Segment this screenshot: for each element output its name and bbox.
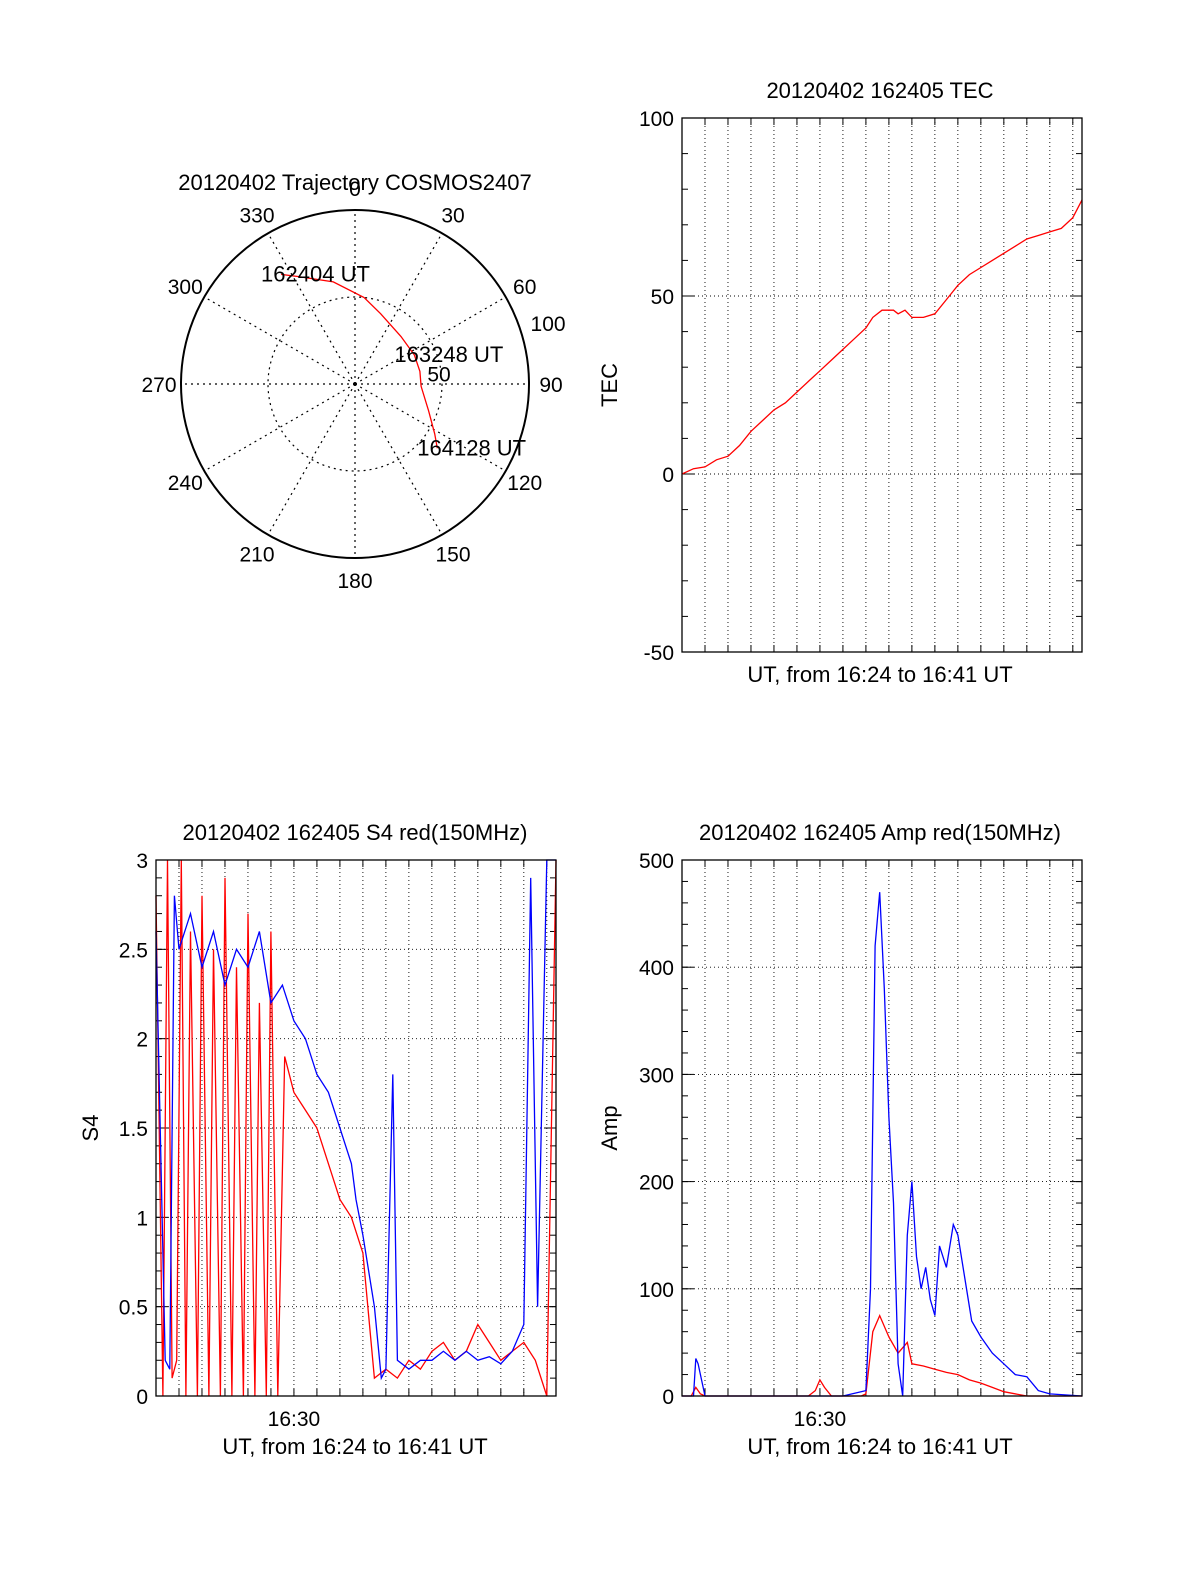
polar-angle-label: 240	[168, 472, 203, 495]
s4-x-label: UT, from 16:24 to 16:41 UT	[222, 1434, 487, 1459]
plot-frame	[155, 859, 557, 1397]
polar-spoke	[204, 383, 356, 472]
polar-trajectory-line	[281, 273, 438, 449]
x-tick-label: 16:30	[268, 1408, 321, 1431]
polar-radius-labels: 50 100	[427, 313, 565, 387]
tec-panel: 20120402 162405 TEC -50 0 50 100 UT, from 1…	[597, 78, 1083, 687]
x-tick-label: 16:30	[794, 1408, 847, 1431]
series-line	[155, 859, 556, 1381]
y-tick-label: 2	[136, 1029, 148, 1052]
polar-angle-label: 300	[168, 276, 203, 299]
polar-spoke	[354, 383, 443, 535]
y-tick-label: 2.5	[119, 939, 148, 962]
series-line	[681, 199, 1083, 475]
polar-angle-label: 0	[349, 178, 361, 201]
tec-x-label: UT, from 16:24 to 16:41 UT	[747, 662, 1012, 687]
y-tick-label: 100	[639, 108, 674, 131]
s4-title: 20120402 162405 S4 red(150MHz)	[183, 820, 528, 845]
polar-annotation: 162404 UT	[261, 261, 370, 286]
y-tick-label: 0.5	[119, 1297, 148, 1320]
polar-annotation: 163248 UT	[394, 342, 503, 367]
y-tick-label: 50	[651, 286, 674, 309]
polar-angle-label: 90	[539, 374, 562, 397]
polar-spoke	[354, 296, 506, 385]
y-tick-label: 200	[639, 1172, 674, 1195]
series-line	[155, 859, 557, 1397]
amp-y-label: Amp	[597, 1105, 622, 1150]
polar-series	[281, 273, 438, 449]
tec-title: 20120402 162405 TEC	[766, 78, 993, 103]
polar-inner-circle	[267, 296, 443, 472]
polar-angle-label: 270	[141, 374, 176, 397]
polar-title: 20120402 Trajectory COSMOS2407	[178, 170, 531, 195]
amp-plot-area: 0 100 200 300 400 500 16:30	[639, 850, 1083, 1431]
polar-grid	[180, 209, 530, 559]
y-tick-label: 400	[639, 957, 674, 980]
polar-spoke	[267, 383, 356, 535]
polar-angle-labels: 0 30 60 90 120 150 180 210 240 270 300 330	[141, 178, 562, 593]
polar-angle-label: 150	[435, 544, 470, 567]
polar-spoke	[204, 296, 356, 385]
polar-radius-label: 50	[427, 363, 450, 386]
amp-title: 20120402 162405 Amp red(150MHz)	[699, 820, 1061, 845]
polar-outer-circle	[180, 209, 530, 559]
s4-plot-area: 0 0.5 1 1.5 2 2.5 3 16:30	[119, 850, 557, 1431]
y-tick-label: 300	[639, 1064, 674, 1087]
y-tick-label: 0	[136, 1386, 148, 1409]
polar-radius-label: 100	[531, 313, 566, 336]
polar-angle-label: 120	[507, 472, 542, 495]
y-tick-label: 500	[639, 850, 674, 873]
polar-angle-label: 330	[239, 204, 274, 227]
s4-panel: 20120402 162405 S4 red(150MHz) 0 0.5 1 1.5 2…	[78, 820, 557, 1459]
polar-angle-label: 180	[337, 570, 372, 593]
polar-plot: 20120402 Trajectory COSMOS2407 0 30 60 90 12…	[141, 170, 565, 593]
series-line	[682, 1313, 1082, 1397]
y-tick-label: 3	[136, 850, 148, 873]
tec-plot-area: -50 0 50 100	[639, 108, 1083, 665]
y-tick-label: 0	[662, 1386, 674, 1409]
polar-annotations: 162404 UT 163248 UT 164128 UT	[261, 261, 526, 460]
polar-angle-label: 60	[513, 276, 536, 299]
amp-x-label: UT, from 16:24 to 16:41 UT	[747, 1434, 1012, 1459]
polar-spoke	[354, 233, 443, 385]
plot-frame	[681, 859, 1083, 1397]
s4-y-label: S4	[78, 1115, 103, 1142]
polar-spoke	[354, 383, 506, 472]
plot-frame	[681, 117, 1083, 653]
polar-angle-label: 30	[441, 204, 464, 227]
y-tick-label: 1	[136, 1207, 148, 1230]
y-tick-label: 0	[662, 464, 674, 487]
polar-annotation: 164128 UT	[417, 435, 526, 460]
y-tick-label: 100	[639, 1279, 674, 1302]
tec-y-label: TEC	[597, 363, 622, 407]
polar-angle-label: 210	[239, 544, 274, 567]
y-tick-label: -50	[644, 642, 674, 665]
y-tick-label: 1.5	[119, 1118, 148, 1141]
polar-spoke	[267, 233, 356, 385]
amp-panel: 20120402 162405 Amp red(150MHz) 0 100 200 3…	[597, 820, 1083, 1459]
